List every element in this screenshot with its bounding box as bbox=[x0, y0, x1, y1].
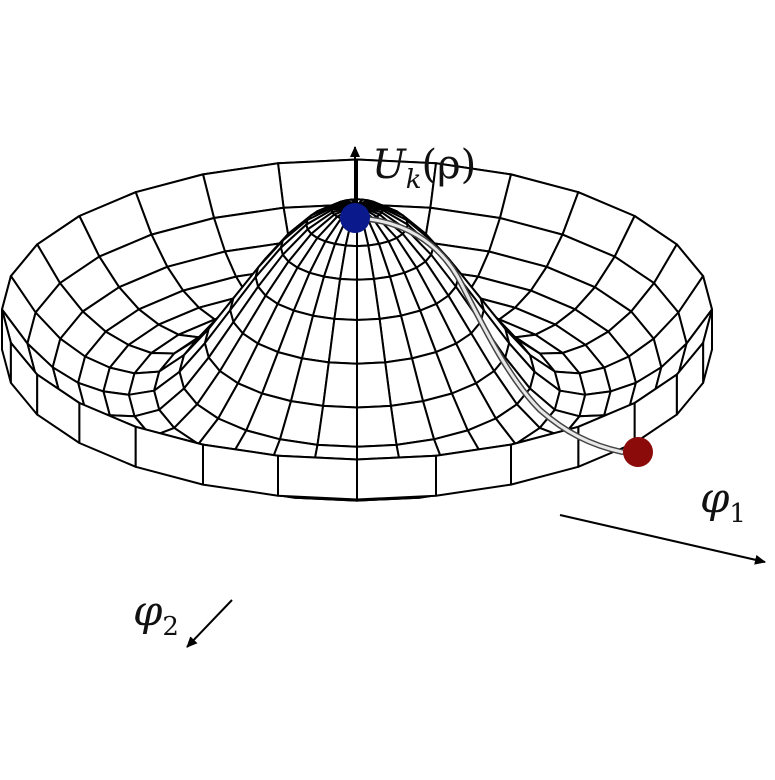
mesh-cell bbox=[316, 404, 358, 448]
phi2-axis bbox=[186, 599, 233, 648]
mesh-cell bbox=[277, 454, 358, 501]
mesh-cell bbox=[322, 361, 358, 409]
minimum-point bbox=[623, 437, 653, 467]
rolling-path-highlight bbox=[354, 216, 624, 454]
mesh-cell bbox=[356, 454, 437, 501]
mesh-cell bbox=[327, 317, 358, 365]
mesh-cell bbox=[356, 317, 387, 365]
mesh-cell bbox=[356, 404, 398, 448]
phi1-axis bbox=[559, 514, 766, 565]
potential-label: Uk(ρ) bbox=[372, 142, 476, 195]
phi1-label: φ1 bbox=[700, 473, 746, 529]
phi2-label: φ2 bbox=[133, 586, 179, 642]
potential-surface bbox=[1, 158, 713, 502]
mesh-cell bbox=[356, 361, 392, 409]
top-point bbox=[340, 203, 370, 233]
